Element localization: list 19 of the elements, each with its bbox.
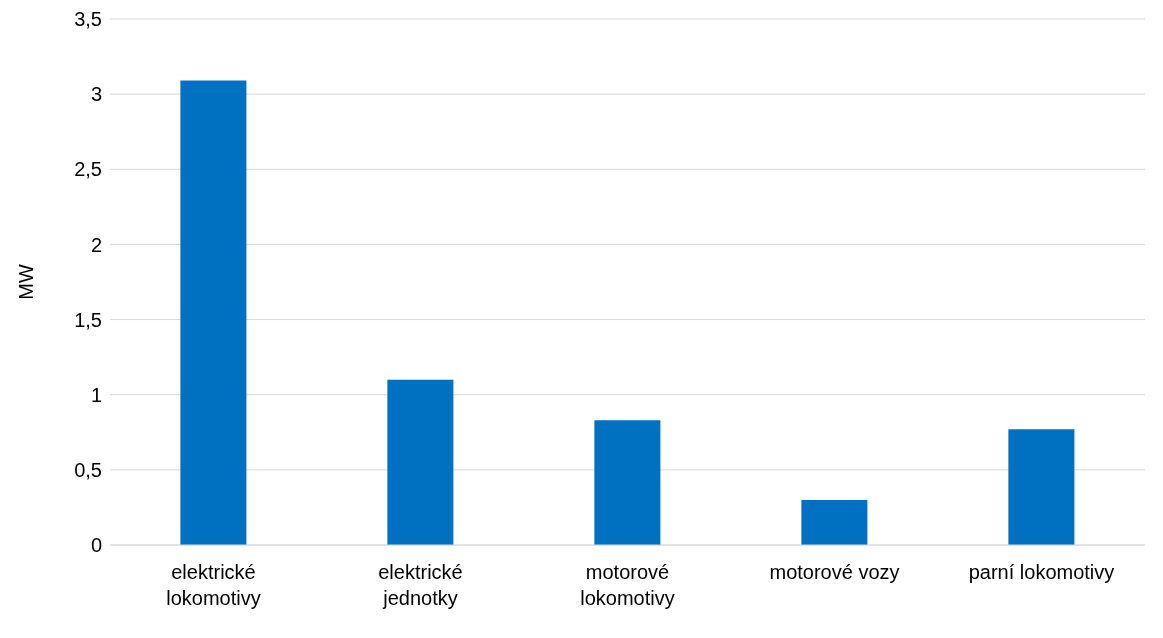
y-tick-label: 2,5 (74, 158, 102, 181)
x-tick-label: elektrické lokomotivy (166, 561, 261, 609)
bar (801, 499, 868, 545)
y-tick-label: 0,5 (74, 458, 102, 481)
y-tick-label: 2 (90, 233, 102, 256)
y-axis-title: MW (15, 264, 38, 300)
bar (1008, 429, 1075, 545)
y-tick-label: 3,5 (74, 8, 102, 31)
y-tick-label: 1,5 (74, 308, 102, 331)
x-tick-label: motorové vozy (769, 561, 900, 583)
x-tick-label: motorové lokomotivy (580, 561, 675, 609)
y-tick-label: 0 (90, 534, 102, 557)
bar (387, 379, 454, 545)
y-tick-label: 3 (90, 83, 102, 106)
y-tick-label: 1 (90, 383, 102, 406)
x-tick-label: parní lokomotivy (968, 561, 1115, 583)
bar (594, 420, 661, 545)
x-tick-label: elektrické jednotky (378, 561, 463, 609)
bar (180, 80, 247, 545)
